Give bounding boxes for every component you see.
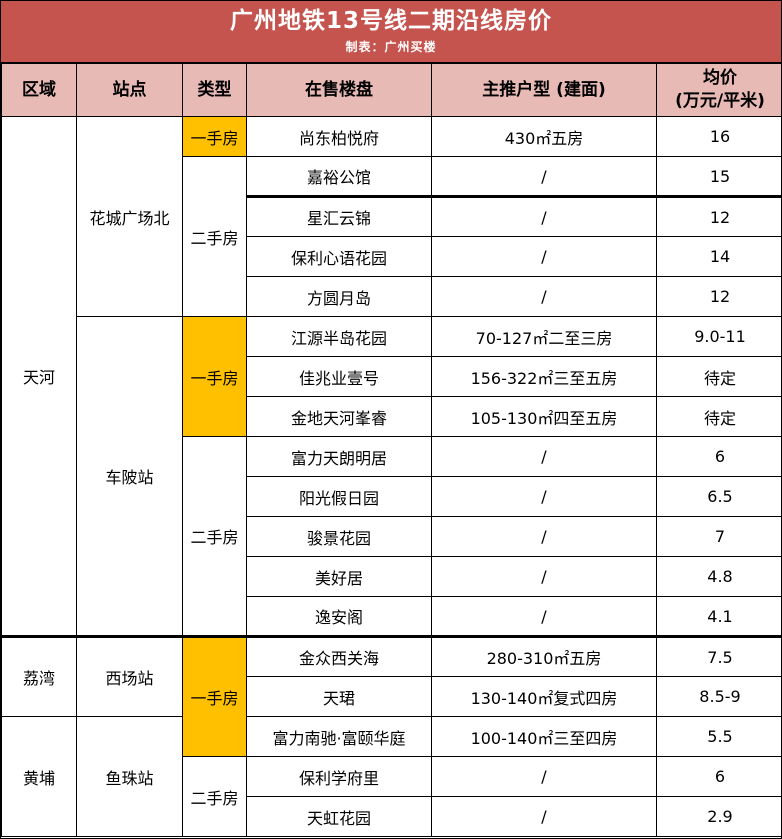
table-row: 保利心语花园/14 (2, 236, 781, 277)
header-row: 区域 站点 类型 在售楼盘 主推户型 (建面) 均价 (万元/平米) (1, 63, 781, 117)
cell-unit-type: / (431, 276, 657, 317)
cell-property-name: 嘉裕公馆 (246, 156, 432, 197)
cell-property-name: 星汇云锦 (246, 195, 432, 237)
cell-property-name: 富力天朗明居 (246, 436, 432, 477)
cell-type: 一手房 (182, 316, 247, 437)
cell-unit-type: 70-127㎡二至三房 (431, 316, 657, 357)
cell-region: 荔湾 (1, 635, 77, 717)
cell-avg-price: 2.9 (656, 796, 781, 837)
cell-avg-price: 4.1 (656, 596, 781, 637)
cell-avg-price: 6.5 (656, 476, 781, 517)
price-table: 区域 站点 类型 在售楼盘 主推户型 (建面) 均价 (万元/平米) 天河 花城广… (1, 63, 781, 837)
cell-property-name: 保利心语花园 (246, 236, 432, 277)
cell-avg-price: 15 (656, 156, 781, 197)
table-row: 黄埔 鱼珠站 富力南驰·富颐华庭 100-140㎡三至四房 5.5 (1, 716, 781, 837)
cell-unit-type: / (431, 556, 657, 597)
table-row: 荔湾 西场站 一手房 金众西关海 280-310㎡五房 7.5 (1, 635, 781, 757)
cell-unit-type: / (431, 596, 657, 637)
table-row: 逸安阁/4.1 (2, 596, 781, 637)
table-row: 天虹花园/2.9 (2, 796, 781, 837)
cell-station: 鱼珠站 (76, 716, 183, 837)
cell-unit-type: 156-322㎡三至五房 (431, 356, 657, 397)
cell-type: 二手房 (182, 156, 247, 317)
cell-station: 花城广场北 (76, 116, 183, 317)
cell-station: 西场站 (76, 635, 183, 717)
cell-property-name: 逸安阁 (246, 596, 432, 637)
cell-type: 二手房 (182, 436, 247, 637)
title-banner: 广州地铁13号线二期沿线房价 制表：广州买楼 (1, 1, 781, 63)
cell-station: 车陂站 (76, 316, 183, 637)
cell-property-name: 江源半岛花园 (246, 316, 432, 357)
cell-property-name: 保利学府里 (246, 756, 432, 797)
table-row: 星汇云锦/12 (2, 195, 781, 237)
table-row: 天珺 130-140㎡复式四房 8.5-9 (2, 676, 781, 717)
cell-unit-type: / (431, 156, 657, 197)
cell-property-name: 骏景花园 (246, 516, 432, 557)
subtitle: 制表：广州买楼 (345, 40, 437, 55)
cell-avg-price: 7.5 (656, 635, 781, 677)
cell-unit-type: 430㎡五房 (431, 116, 657, 157)
cell-avg-price: 8.5-9 (656, 676, 781, 717)
header-avg-price: 均价 (万元/平米) (656, 63, 781, 117)
cell-property-name: 天虹花园 (246, 796, 432, 837)
cell-avg-price: 待定 (656, 356, 781, 397)
cell-avg-price: 9.0-11 (656, 316, 781, 357)
cell-unit-type: / (431, 236, 657, 277)
cell-unit-type: / (431, 756, 657, 797)
table-row: 二手房 富力天朗明居/6 (2, 436, 781, 637)
page-title: 广州地铁13号线二期沿线房价 (229, 7, 552, 34)
table-row: 天河 花城广场北 一手房 尚东柏悦府 430㎡五房 16 (1, 116, 781, 637)
cell-unit-type: / (431, 436, 657, 477)
table-row: 车陂站 一手房 江源半岛花园 70-127㎡二至三房 9.0-11 (2, 316, 781, 637)
table-row: 美好居/4.8 (2, 556, 781, 597)
header-region: 区域 (1, 63, 77, 117)
cell-avg-price: 14 (656, 236, 781, 277)
cell-avg-price: 12 (656, 276, 781, 317)
cell-region: 黄埔 (1, 716, 77, 837)
cell-unit-type: / (431, 516, 657, 557)
cell-type: 一手房 (182, 116, 247, 157)
header-unit-type: 主推户型 (建面) (431, 63, 657, 117)
cell-unit-type: 105-130㎡四至五房 (431, 396, 657, 437)
cell-property-name: 阳光假日园 (246, 476, 432, 517)
cell-unit-type: 130-140㎡复式四房 (431, 676, 657, 717)
cell-avg-price: 5.5 (656, 716, 781, 757)
cell-avg-price: 7 (656, 516, 781, 557)
cell-property-name: 金众西关海 (246, 635, 432, 677)
cell-unit-type: / (431, 796, 657, 837)
cell-avg-price: 16 (656, 116, 781, 157)
cell-property-name: 佳兆业壹号 (246, 356, 432, 397)
cell-avg-price: 12 (656, 195, 781, 237)
header-property: 在售楼盘 (246, 63, 432, 117)
cell-unit-type: / (431, 476, 657, 517)
cell-property-name: 方圆月岛 (246, 276, 432, 317)
cell-property-name: 富力南驰·富颐华庭 (246, 716, 432, 757)
cell-avg-price: 6 (656, 436, 781, 477)
cell-avg-price: 4.8 (656, 556, 781, 597)
header-station: 站点 (76, 63, 183, 117)
cell-unit-type: 100-140㎡三至四房 (431, 716, 657, 757)
table-row: 骏景花园/7 (2, 516, 781, 557)
table-row: 阳光假日园/6.5 (2, 476, 781, 517)
table-row: 方圆月岛/12 (2, 276, 781, 317)
cell-property-name: 尚东柏悦府 (246, 116, 432, 157)
cell-type: 二手房 (182, 756, 247, 837)
cell-avg-price: 待定 (656, 396, 781, 437)
table-row: 二手房 嘉裕公馆/15 (2, 156, 781, 317)
cell-region: 天河 (1, 116, 77, 637)
cell-property-name: 天珺 (246, 676, 432, 717)
cell-property-name: 金地天河峯睿 (246, 396, 432, 437)
cell-unit-type: / (431, 195, 657, 237)
cell-unit-type: 280-310㎡五房 (431, 635, 657, 677)
cell-avg-price: 6 (656, 756, 781, 797)
header-type: 类型 (182, 63, 247, 117)
cell-type: 一手房 (182, 635, 247, 757)
cell-property-name: 美好居 (246, 556, 432, 597)
